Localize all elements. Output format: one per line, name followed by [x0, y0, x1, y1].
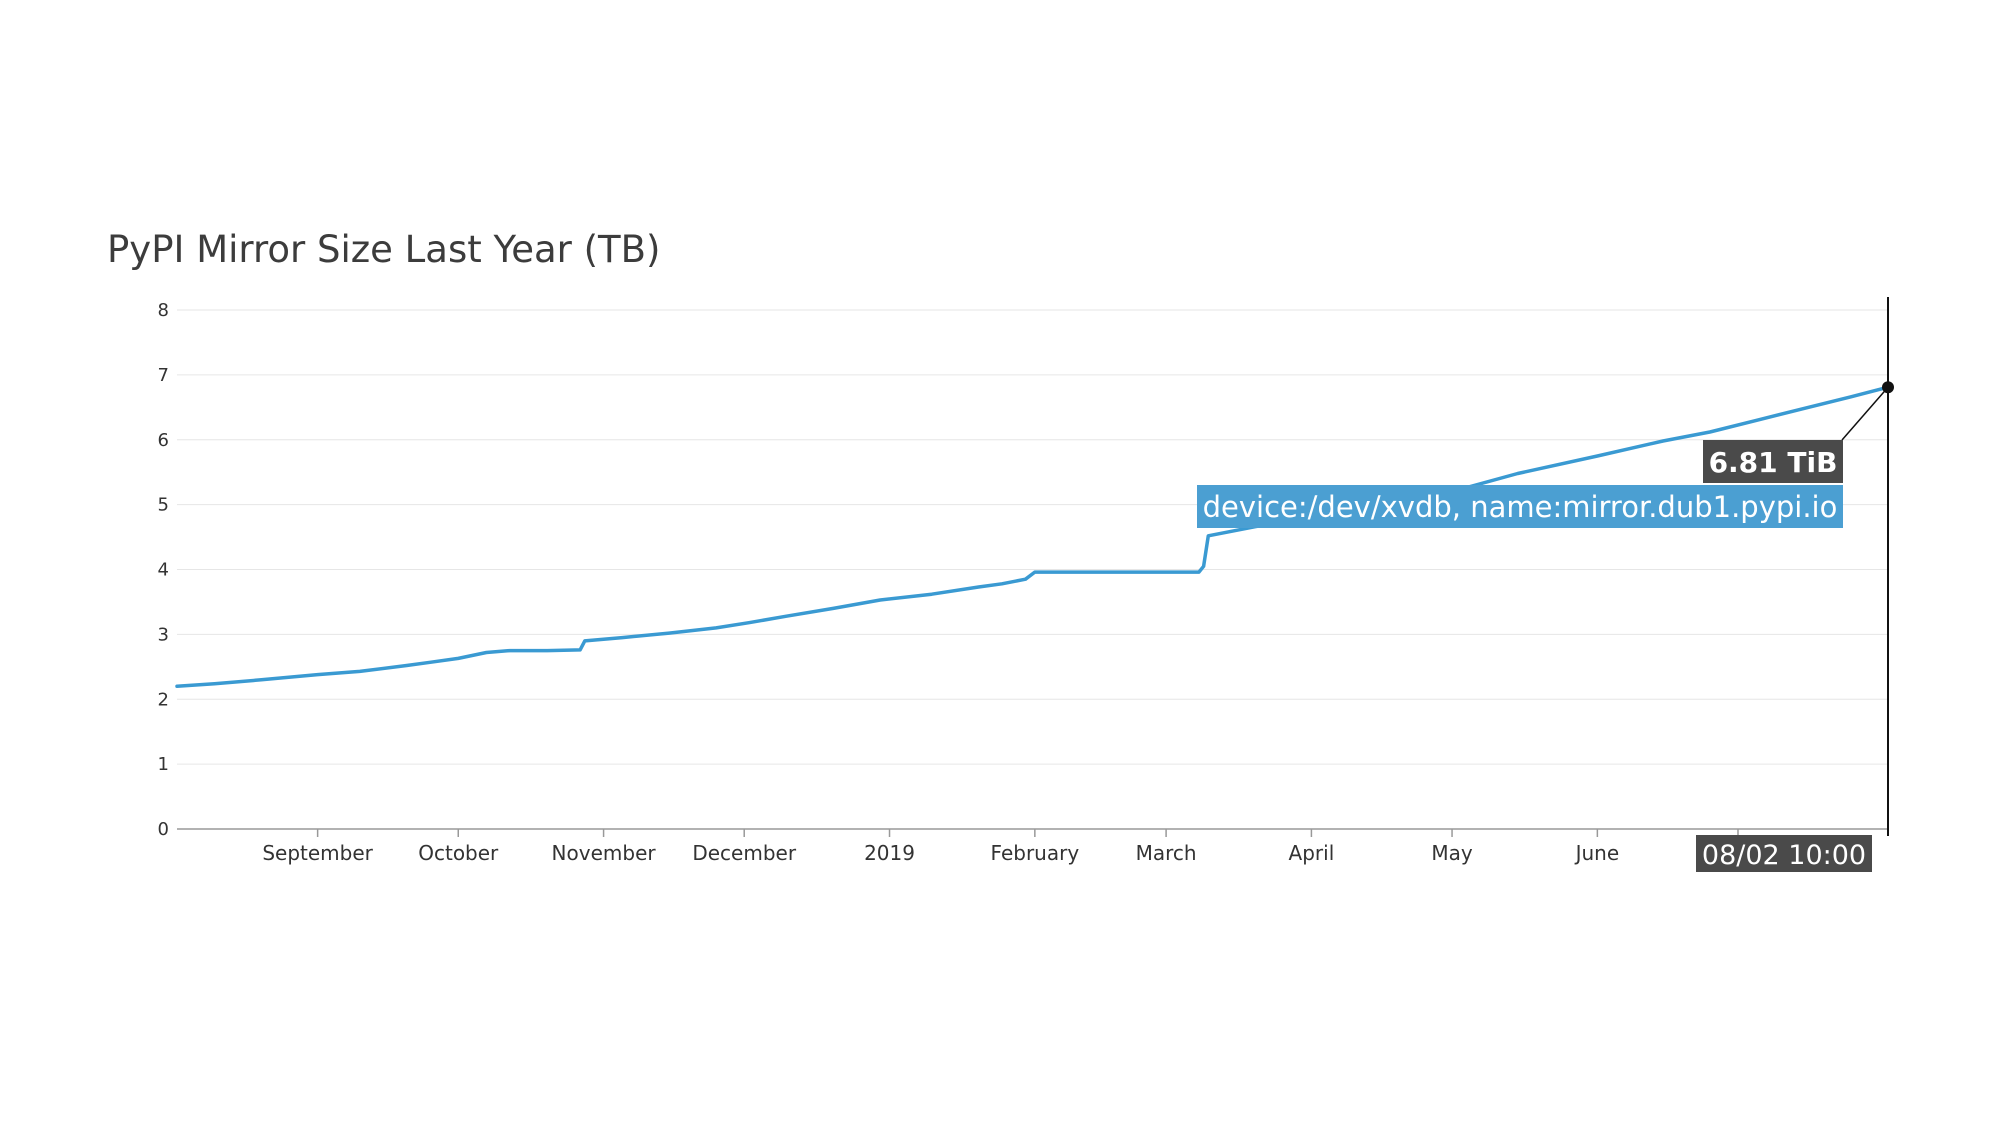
x-tick-label: 2019: [864, 841, 915, 865]
y-tick-label: 3: [158, 624, 169, 645]
series-tooltip-label: device:/dev/xvdb, name:mirror.dub1.pypi.…: [1203, 490, 1838, 524]
hover-point-marker: [1882, 381, 1894, 394]
x-tick-label: April: [1289, 841, 1335, 865]
tooltip-leader-line: [1841, 386, 1889, 441]
x-tick-label: May: [1431, 841, 1473, 865]
x-tick-label: March: [1136, 841, 1197, 865]
x-tick-label: November: [552, 841, 657, 865]
y-tick-label: 0: [158, 819, 169, 840]
y-tick-label: 4: [158, 560, 169, 581]
y-tick-label: 7: [158, 365, 169, 386]
y-tick-label: 6: [158, 430, 169, 451]
time-tooltip-box: [1696, 835, 1872, 872]
y-tick-label: 2: [158, 689, 169, 710]
y-tick-label: 8: [158, 300, 169, 321]
time-tooltip-label: 08/02 10:00: [1702, 840, 1866, 871]
value-tooltip-box: [1703, 440, 1843, 483]
series-tooltip-box: [1197, 485, 1843, 528]
series-line: [175, 385, 1890, 689]
chart-title: PyPI Mirror Size Last Year (TB): [107, 228, 661, 271]
x-tick-label: September: [262, 841, 373, 865]
x-tick-label: December: [692, 841, 796, 865]
x-tick-label: October: [418, 841, 499, 865]
x-tick-label: February: [991, 841, 1080, 865]
y-tick-label: 5: [158, 495, 169, 516]
value-tooltip-label: 6.81 TiB: [1709, 446, 1838, 479]
y-tick-label: 1: [158, 754, 169, 775]
x-tick-label: June: [1574, 841, 1620, 865]
